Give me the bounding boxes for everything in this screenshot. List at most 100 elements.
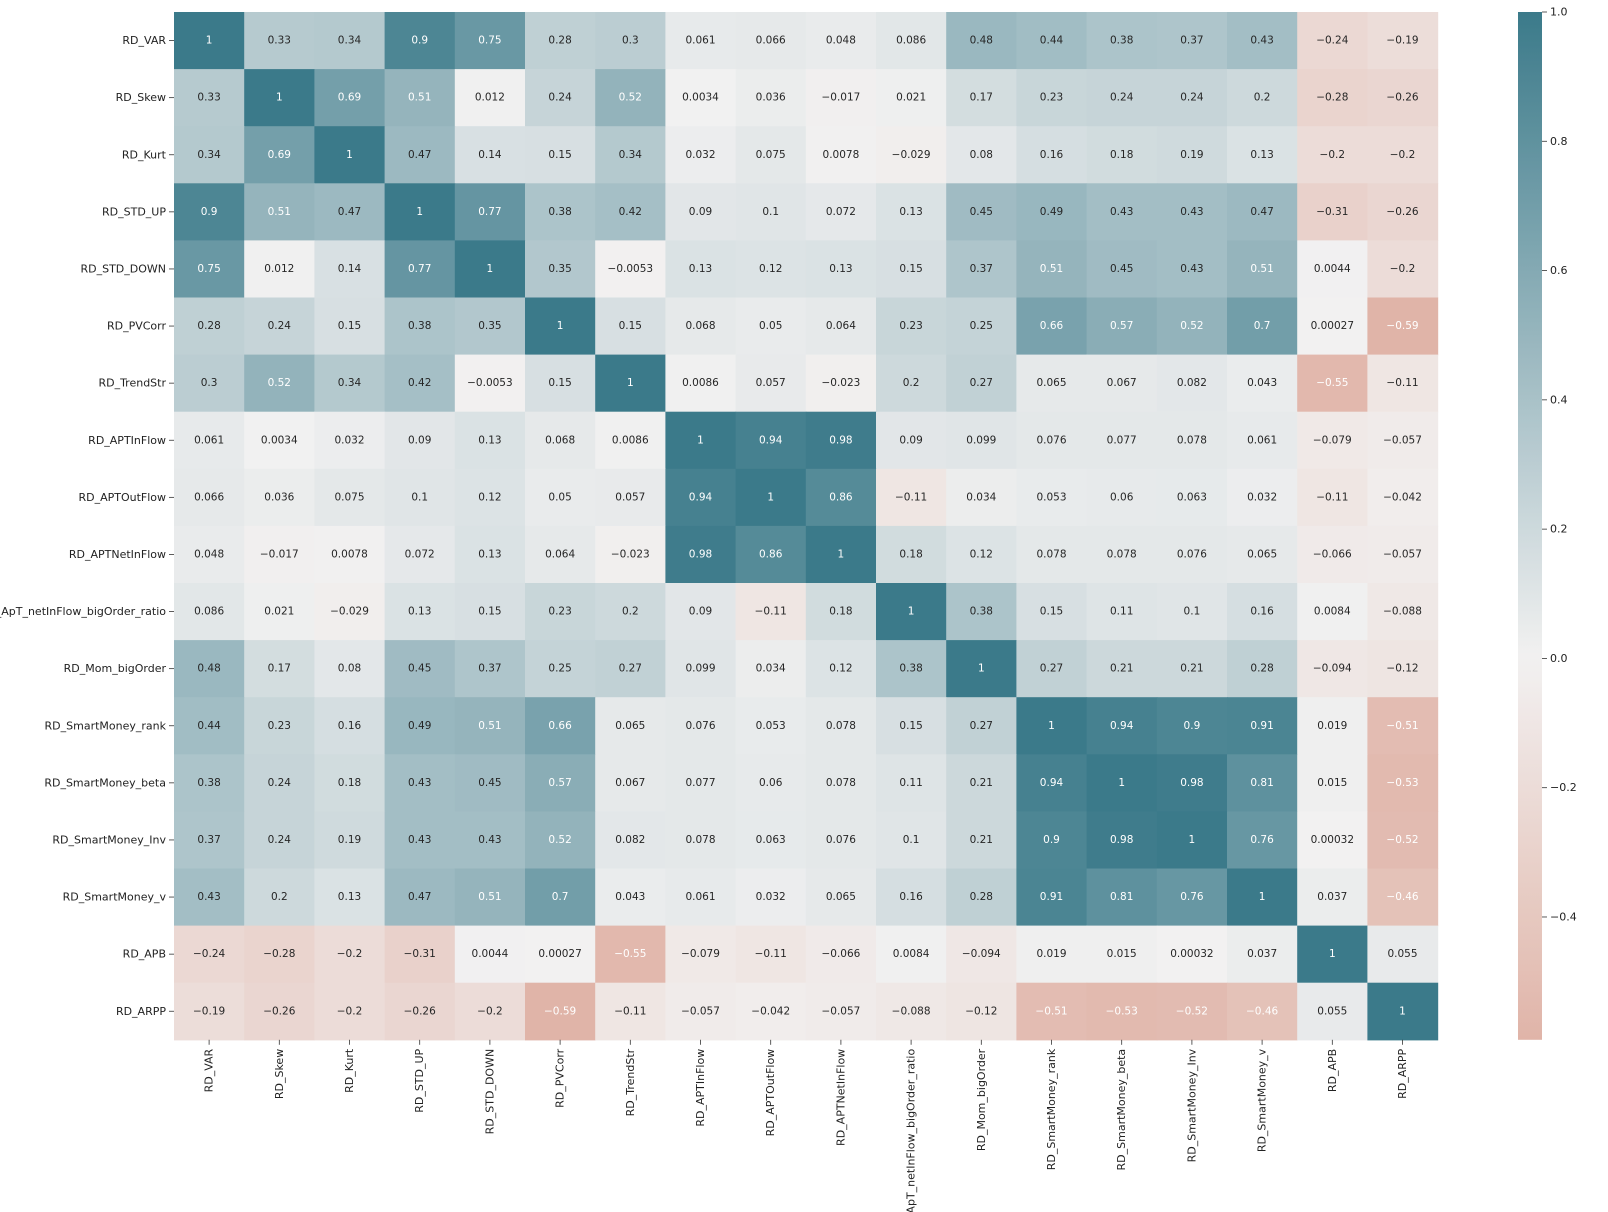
heatmap-cell (735, 754, 807, 812)
cell-value-label: 1 (1048, 720, 1055, 732)
heatmap-cell (946, 697, 1017, 755)
cell-value-label: 0.81 (1250, 777, 1273, 789)
cell-value-label: −0.24 (1316, 35, 1348, 47)
heatmap-cell (1367, 126, 1439, 184)
heatmap-cell (805, 868, 877, 927)
cell-value-label: 1 (1399, 1005, 1406, 1017)
cell-value-label: −0.042 (751, 1005, 790, 1017)
heatmap-cell (1227, 640, 1298, 698)
cell-value-label: 0.7 (1254, 320, 1271, 332)
cell-value-label: 0.28 (1250, 663, 1273, 675)
heatmap-cell (1297, 525, 1368, 584)
cell-value-label: 0.0044 (472, 948, 509, 960)
heatmap-cell (876, 126, 947, 184)
cell-value-label: 0.0084 (1314, 606, 1351, 618)
heatmap-cell (454, 183, 526, 241)
heatmap-cell (595, 754, 666, 812)
cell-value-label: 0.078 (1177, 434, 1207, 446)
cell-value-label: 0.066 (194, 491, 224, 503)
cell-value-label: 0.061 (685, 891, 715, 903)
cell-value-label: 0.52 (548, 834, 571, 846)
cell-value-label: 1 (978, 663, 985, 675)
x-tick-label: RD_Kurt (343, 1048, 356, 1093)
cell-value-label: 0.49 (408, 720, 431, 732)
cell-value-label: −0.53 (1106, 1005, 1138, 1017)
heatmap-cell (454, 411, 526, 470)
heatmap-cell (384, 754, 456, 812)
heatmap-cell (665, 868, 737, 927)
cell-value-label: 0.43 (1180, 263, 1203, 275)
heatmap-cell (384, 183, 456, 241)
cell-value-label: 0.057 (615, 491, 645, 503)
heatmap-cell (946, 354, 1017, 413)
heatmap-cell (384, 468, 456, 527)
cell-value-label: −0.28 (263, 948, 295, 960)
cell-value-label: 0.49 (1040, 206, 1063, 218)
x-tick-label: RD_SmartMoney_v (1256, 1048, 1269, 1152)
heatmap-cell (1297, 126, 1368, 184)
y-tick-label: RD_SmartMoney_Inv (52, 833, 166, 846)
cell-value-label: −0.2 (337, 948, 363, 960)
cell-value-label: −0.023 (821, 377, 860, 389)
heatmap-cell (314, 640, 386, 698)
heatmap-cell (454, 697, 526, 755)
heatmap-cell (174, 183, 245, 241)
heatmap-cell (1086, 69, 1158, 127)
heatmap-cell (1156, 525, 1228, 584)
heatmap-cell (876, 583, 947, 641)
heatmap-cell (805, 69, 877, 127)
cell-value-label: 0.21 (970, 777, 993, 789)
cell-value-label: 0.09 (408, 434, 431, 446)
heatmap-cell (665, 468, 737, 527)
heatmap-cell (1156, 12, 1228, 70)
heatmap-cell (595, 126, 666, 184)
heatmap-cell (454, 982, 526, 1041)
cell-value-label: 0.43 (1250, 35, 1273, 47)
cell-value-label: 1 (206, 35, 213, 47)
cell-value-label: −0.11 (895, 491, 927, 503)
cell-value-label: 0.0086 (682, 377, 719, 389)
heatmap-cell (1227, 754, 1298, 812)
cell-value-label: 0.18 (1110, 149, 1133, 161)
heatmap-cell (454, 868, 526, 927)
heatmap-cell (805, 925, 877, 984)
heatmap-cell (665, 754, 737, 812)
heatmap-cell (1156, 126, 1228, 184)
cell-value-label: 0.33 (197, 92, 220, 104)
y-tick-label: RD_APTInFlow (88, 434, 166, 447)
heatmap-cell (314, 583, 386, 641)
cell-value-label: 0.19 (1180, 149, 1203, 161)
heatmap-cell (174, 468, 245, 527)
cell-value-label: 1 (767, 491, 774, 503)
heatmap-cell (1367, 982, 1439, 1041)
cell-value-label: 0.0078 (331, 548, 368, 560)
cell-value-label: −0.26 (1386, 206, 1418, 218)
cell-value-label: 0.08 (970, 149, 993, 161)
heatmap-cell (665, 525, 737, 584)
cell-value-label: 1 (487, 263, 494, 275)
cell-value-label: −0.24 (193, 948, 225, 960)
heatmap-cell (1367, 925, 1439, 984)
cell-value-label: 0.7 (552, 891, 569, 903)
heatmap-cell (1297, 868, 1368, 927)
cell-value-label: 0.16 (338, 720, 362, 732)
heatmap-cell (1297, 811, 1368, 870)
cell-value-label: 1 (1329, 948, 1336, 960)
cell-value-label: 0.23 (548, 606, 571, 618)
cell-value-label: 0.021 (264, 606, 294, 618)
heatmap-cell (1086, 811, 1158, 870)
heatmap-cell (1227, 982, 1298, 1041)
x-tick-label: RD_ARPP (1396, 1048, 1409, 1098)
cell-value-label: 0.98 (689, 548, 712, 560)
heatmap-cell (805, 297, 877, 356)
heatmap-cell (244, 126, 315, 184)
heatmap-cell (314, 925, 386, 984)
heatmap-cell (1227, 811, 1298, 870)
cell-value-label: 0.075 (334, 491, 364, 503)
heatmap-cell (665, 69, 737, 127)
heatmap-cell (1016, 411, 1088, 470)
heatmap-cell (174, 354, 245, 413)
cell-value-label: 0.053 (1036, 491, 1066, 503)
heatmap-cell (946, 640, 1017, 698)
heatmap-cell (876, 754, 947, 812)
